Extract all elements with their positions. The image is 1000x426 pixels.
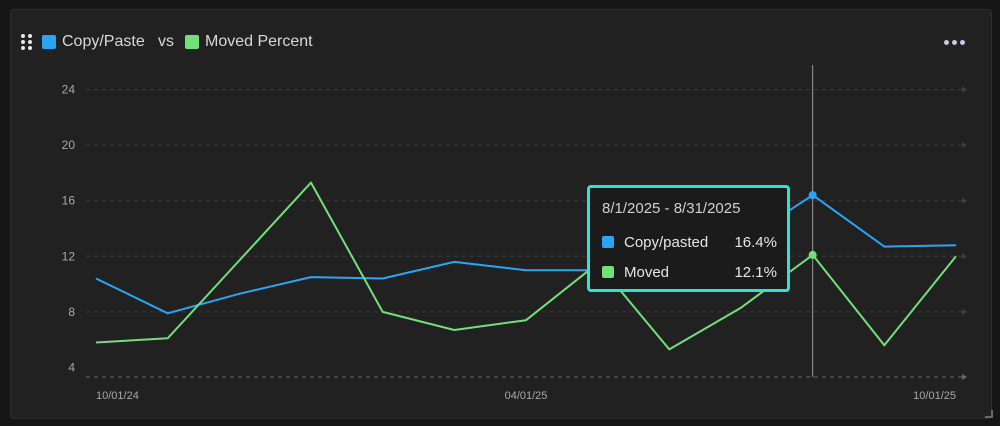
highlight-point-moved-percent [808, 250, 817, 259]
x-tick-label: 10/01/24 [96, 390, 139, 402]
grid-arrow-icon [962, 86, 967, 93]
tooltip-value-moved: 12.1% [734, 263, 777, 281]
x-axis-arrow-icon [962, 374, 967, 380]
grid-arrow-icon [962, 253, 967, 260]
x-tick-label: 04/01/25 [505, 390, 548, 402]
tooltip-title: 8/1/2025 - 8/31/2025 [602, 200, 741, 217]
tooltip-value-copy-pasted: 16.4% [734, 233, 777, 251]
resize-corner-icon[interactable] [985, 410, 993, 418]
series-line-copy-paste [95, 194, 957, 315]
tooltip-row-moved: Moved 12.1% [602, 262, 777, 282]
tooltip-label-copy-pasted: Copy/pasted [624, 233, 709, 251]
tooltip-label-moved: Moved [624, 263, 670, 281]
legend-item-copy-paste[interactable]: Copy/Paste [42, 32, 145, 52]
tooltip-swatch-moved [602, 266, 614, 278]
copy-paste-swatch [42, 35, 56, 49]
moved-percent-swatch [185, 35, 199, 49]
grid-arrow-icon [962, 197, 967, 204]
x-tick-label: 10/01/25 [913, 390, 956, 402]
tooltip-row-copy-pasted: Copy/pasted 16.4% [602, 232, 777, 252]
chart-card: Copy/Paste vs Moved Percent 4 8 12 16 20 24 10… [10, 9, 993, 419]
chart-tooltip: 8/1/2025 - 8/31/2025 Copy/pasted 16.4% M… [587, 185, 790, 292]
highlight-point-copy-paste [808, 191, 817, 200]
drag-handle-icon[interactable] [21, 34, 35, 50]
y-tick-label: 24 [62, 83, 76, 97]
series-line-moved-percent [95, 181, 957, 351]
legend-item-moved-percent[interactable]: Moved Percent [185, 32, 313, 52]
grid-arrow-icon [962, 142, 967, 149]
legend-label-copy-paste: Copy/Paste [62, 33, 145, 50]
y-tick-label: 16 [62, 194, 76, 208]
more-options-icon[interactable] [941, 34, 969, 50]
grid-arrow-icon [962, 308, 967, 315]
vs-label: vs [158, 33, 174, 50]
line-chart[interactable]: 4 8 12 16 20 24 10/01/24 04/01/25 10/01/25 [11, 10, 991, 418]
legend-label-moved-percent: Moved Percent [205, 33, 313, 50]
chart-header: Copy/Paste vs Moved Percent [11, 10, 991, 74]
y-tick-label: 4 [68, 361, 75, 375]
y-tick-label: 8 [68, 305, 75, 319]
y-tick-label: 20 [62, 138, 76, 152]
y-tick-label: 12 [62, 249, 76, 263]
tooltip-swatch-copy-pasted [602, 236, 614, 248]
